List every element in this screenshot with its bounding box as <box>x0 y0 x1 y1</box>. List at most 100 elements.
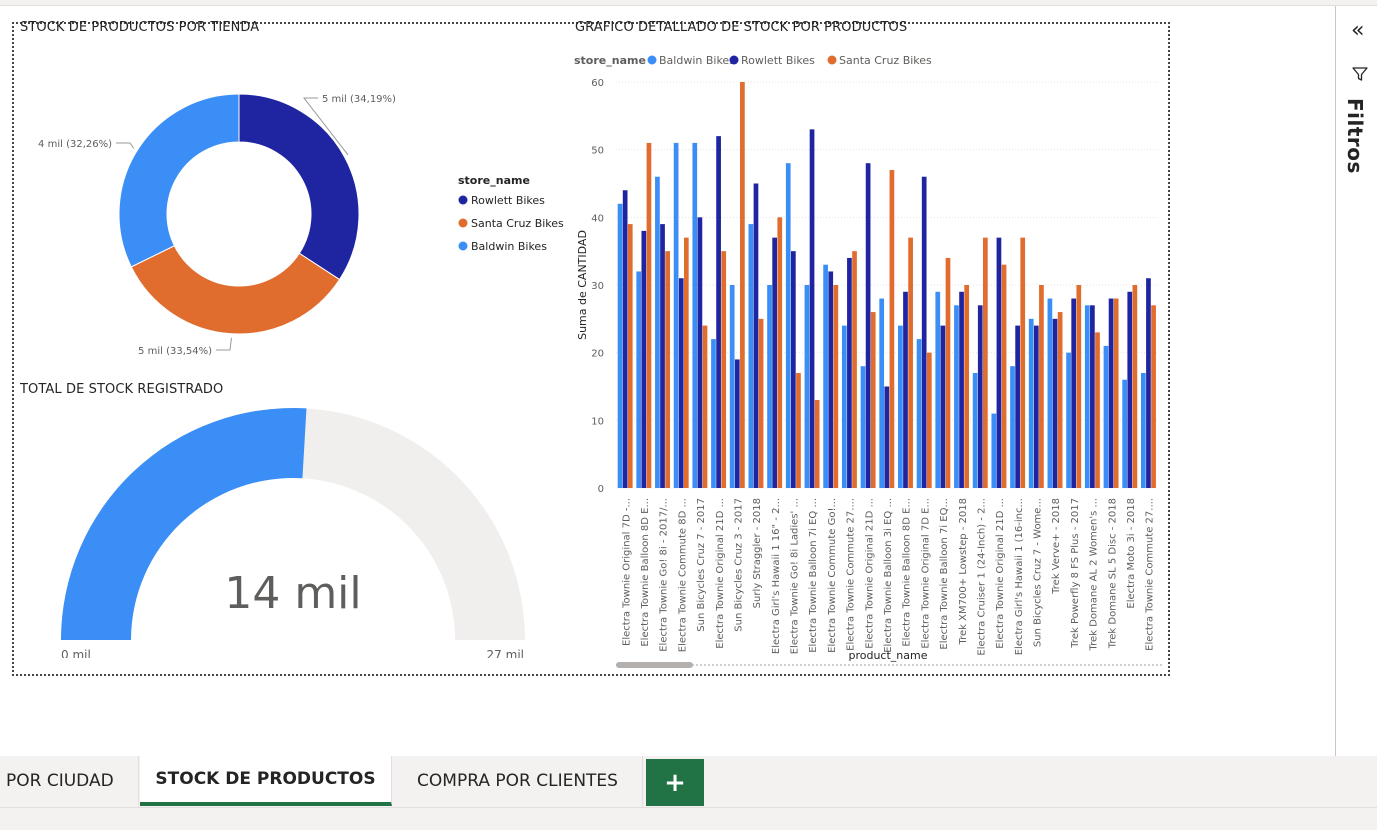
bar[interactable] <box>1033 325 1039 488</box>
bar[interactable] <box>1076 285 1082 488</box>
add-page-button[interactable]: + <box>646 759 704 806</box>
bar[interactable] <box>847 257 852 488</box>
bar[interactable] <box>716 136 721 488</box>
bar[interactable] <box>1039 285 1044 488</box>
bar[interactable] <box>660 224 665 488</box>
bar[interactable] <box>991 413 997 488</box>
bar[interactable] <box>740 82 745 488</box>
bar[interactable] <box>729 285 735 488</box>
bar[interactable] <box>753 183 759 489</box>
bar[interactable] <box>860 366 866 488</box>
donut-slice[interactable] <box>118 93 240 268</box>
bar[interactable] <box>1015 325 1020 488</box>
donut-legend-item[interactable]: Rowlett Bikes <box>471 194 545 207</box>
bar[interactable] <box>683 237 689 488</box>
bar[interactable] <box>865 163 871 488</box>
bar[interactable] <box>692 142 698 488</box>
bar[interactable] <box>940 325 946 488</box>
bar[interactable] <box>921 176 927 488</box>
bar[interactable] <box>954 305 959 488</box>
bar[interactable] <box>1146 278 1151 488</box>
bar[interactable] <box>641 230 647 488</box>
bar[interactable] <box>1020 237 1026 488</box>
bar[interactable] <box>697 217 703 489</box>
bar[interactable] <box>903 291 908 488</box>
bar[interactable] <box>889 169 895 488</box>
bar[interactable] <box>983 237 988 488</box>
bar[interactable] <box>678 278 684 488</box>
bar[interactable] <box>926 352 932 488</box>
bar[interactable] <box>734 359 740 488</box>
bar[interactable] <box>814 400 820 488</box>
bar-legend-item[interactable]: Santa Cruz Bikes <box>839 54 932 67</box>
collapse-pane-icon[interactable]: « <box>1351 18 1365 43</box>
bar[interactable] <box>1095 332 1100 488</box>
bar[interactable] <box>1028 318 1034 488</box>
bar[interactable] <box>748 224 754 488</box>
bar[interactable] <box>767 285 772 488</box>
bar[interactable] <box>996 237 1002 488</box>
bar[interactable] <box>1132 285 1138 488</box>
bar[interactable] <box>916 339 922 488</box>
tab-compra-por-clientes[interactable]: COMPRA POR CLIENTES <box>393 756 643 806</box>
bar[interactable] <box>935 291 941 488</box>
bar[interactable] <box>1113 298 1119 488</box>
bar[interactable] <box>823 264 828 488</box>
bar[interactable] <box>804 285 810 488</box>
bar[interactable] <box>809 129 815 488</box>
bar[interactable] <box>959 291 964 488</box>
donut-slice[interactable] <box>238 93 360 281</box>
bar[interactable] <box>945 257 951 488</box>
bar[interactable] <box>1071 298 1077 488</box>
bar[interactable] <box>884 386 890 489</box>
bar[interactable] <box>785 163 791 488</box>
donut-legend-item[interactable]: Santa Cruz Bikes <box>471 217 564 230</box>
bar[interactable] <box>636 271 642 488</box>
gauge-chart[interactable]: 14 mil 0 mil 27 mil <box>16 398 566 658</box>
bar[interactable] <box>1108 298 1114 488</box>
bar[interactable] <box>1140 372 1146 488</box>
bar[interactable] <box>1057 312 1063 488</box>
bar[interactable] <box>777 217 783 489</box>
bar[interactable] <box>870 312 876 488</box>
bar[interactable] <box>1084 305 1090 488</box>
bar[interactable] <box>977 305 983 488</box>
bar[interactable] <box>655 176 660 488</box>
bar[interactable] <box>1001 264 1007 488</box>
bar[interactable] <box>1066 352 1071 488</box>
tab-stock-de-productos[interactable]: STOCK DE PRODUCTOS <box>140 756 392 806</box>
bar[interactable] <box>702 325 708 488</box>
bar[interactable] <box>852 251 857 488</box>
bar[interactable] <box>828 271 834 488</box>
bar[interactable] <box>617 203 623 489</box>
bar[interactable] <box>665 251 670 488</box>
bar[interactable] <box>908 237 913 488</box>
bar[interactable] <box>721 251 727 488</box>
bar-legend-item[interactable]: Rowlett Bikes <box>741 54 815 67</box>
bar[interactable] <box>796 372 801 488</box>
donut-legend-item[interactable]: Baldwin Bikes <box>471 240 547 253</box>
bar[interactable] <box>673 142 679 488</box>
bar[interactable] <box>1122 379 1128 488</box>
bar[interactable] <box>622 190 628 488</box>
donut-chart[interactable]: 5 mil (34,19%) 5 mil (33,54%) 4 mil (32,26… <box>16 46 566 376</box>
donut-slice[interactable] <box>130 245 341 335</box>
filters-pane-label[interactable]: Filtros <box>1343 98 1367 174</box>
horizontal-scrollbar-thumb[interactable] <box>616 662 693 668</box>
bar[interactable] <box>1090 305 1095 488</box>
bar[interactable] <box>627 224 633 488</box>
bar[interactable] <box>1010 366 1015 488</box>
bar[interactable] <box>1103 345 1109 488</box>
bar-legend-item[interactable]: Baldwin Bikes <box>659 54 735 67</box>
bar-chart[interactable]: store_name Baldwin Bikes Rowlett Bikes Sant… <box>570 42 1170 672</box>
bar[interactable] <box>841 325 847 488</box>
bar[interactable] <box>758 318 764 488</box>
tab-por-ciudad[interactable]: POR CIUDAD <box>0 756 139 806</box>
bar[interactable] <box>1052 318 1058 488</box>
bar[interactable] <box>1151 305 1156 488</box>
bar[interactable] <box>772 237 778 488</box>
bar[interactable] <box>1047 298 1053 488</box>
bar[interactable] <box>898 325 903 488</box>
gauge-fill[interactable] <box>61 408 307 640</box>
bar[interactable] <box>711 339 716 488</box>
